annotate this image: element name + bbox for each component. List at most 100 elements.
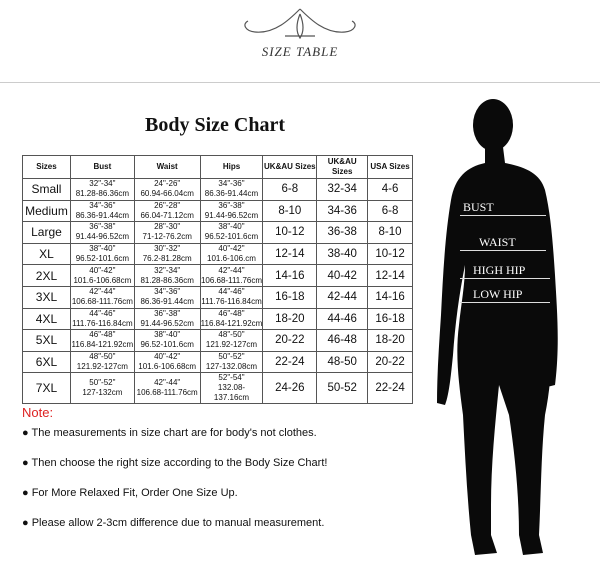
cell-text: 48-50: [327, 356, 357, 369]
cell-text: 10-12: [275, 226, 305, 239]
cell-text: 101.6-106.68cm: [138, 362, 197, 372]
cell-text: 34"-36": [154, 287, 181, 297]
table-cell: 38"-40" 96.52-101.6cm: [199, 221, 264, 244]
table-cell: 4XL: [22, 307, 71, 331]
cell-text: 91.44-96.52cm: [75, 232, 130, 242]
cell-text: 24-26: [275, 382, 305, 395]
table-cell: 44-46: [316, 307, 369, 331]
cell-text: 121.92-127cm: [205, 340, 258, 350]
table-cell: 12-14: [262, 242, 318, 266]
bust-label: BUST: [463, 200, 494, 214]
table-cell: 26"-28" 66.04-71.12cm: [133, 199, 201, 223]
cell-text: 20-22: [275, 334, 305, 347]
cell-text: 38"-40": [154, 330, 181, 340]
cell-text: 48"-50": [218, 330, 245, 340]
cell-text: 12-14: [275, 248, 305, 261]
cell-text: Small: [31, 182, 62, 197]
cell-text: 71-12-76.2cm: [142, 232, 192, 242]
table-cell: 36"-38" 91.44-96.52cm: [199, 199, 264, 223]
table-row: 4XL 44"-46" 111.76-116.84cm 36"-38" 91.44-96…: [22, 307, 413, 331]
table-cell: 40"-42" 101.6-106.cm: [199, 242, 264, 266]
cell-text: 42-44: [327, 291, 357, 304]
size-table: Sizes Bust Waist Hips UK&AU Sizes UK&AU Sizes…: [22, 155, 413, 405]
cell-text: 86.36-91.44cm: [75, 210, 130, 220]
cell-text: 3XL: [35, 290, 58, 305]
cell-text: 132.08-137.16cm: [213, 383, 250, 403]
cell-text: 96.52-101.6cm: [204, 232, 259, 242]
table-cell: 42"-44" 106.68-111.76cm: [69, 285, 135, 309]
cell-text: 116.84-121.92cm: [71, 340, 134, 350]
cell-text: 86.36-91.44cm: [204, 189, 259, 199]
cell-text: 66.04-71.12cm: [140, 210, 194, 220]
cell-text: Medium: [25, 203, 68, 218]
table-cell: 34-36: [316, 199, 369, 223]
table-cell: 16-18: [367, 307, 413, 331]
cell-text: 101.6-106.cm: [207, 254, 256, 264]
column-header: Hips: [199, 155, 264, 179]
table-cell: 3XL: [22, 285, 71, 309]
cell-text: 8-10: [278, 204, 302, 217]
table-cell: XL: [22, 242, 71, 266]
table-cell: 8-10: [262, 199, 318, 223]
waist-line: [460, 250, 546, 251]
table-cell: 36"-38" 91.44-96.52cm: [133, 307, 201, 331]
table-cell: 16-18: [262, 285, 318, 309]
cell-text: 10-12: [375, 248, 405, 261]
cell-text: 50"-52": [218, 352, 245, 362]
table-cell: 7XL: [22, 372, 71, 405]
table-cell: 2XL: [22, 264, 71, 287]
bust-line: [460, 215, 546, 216]
cell-text: 106.68-111.76cm: [71, 297, 133, 307]
cell-text: 50"-52": [89, 378, 116, 388]
table-cell: 24-26: [262, 372, 318, 405]
column-header: Waist: [133, 155, 201, 179]
silhouette-icon: [437, 99, 558, 555]
table-cell: 28"-30" 71-12-76.2cm: [133, 221, 201, 244]
table-cell: 34"-36" 86.36-91.44cm: [69, 199, 135, 223]
table-cell: 40-42: [316, 264, 369, 287]
cell-text: XL: [39, 247, 54, 262]
table-cell: 42"-44" 106.68-111.76cm: [133, 372, 201, 405]
table-cell: 50"-52" 127-132.08cm: [199, 350, 264, 374]
table-cell: 44"-46" 111.76-116.84cm: [199, 285, 264, 309]
cell-text: 91.44-96.52cm: [140, 318, 194, 328]
cell-text: 5XL: [35, 333, 58, 348]
table-cell: Medium: [22, 199, 71, 223]
cell-text: 22-24: [375, 382, 405, 395]
cell-text: 6-8: [281, 183, 299, 196]
cell-text: 36"-38": [89, 222, 116, 232]
table-row: 6XL 48"-50" 121.92-127cm 40"-42" 101.6-106.6…: [22, 350, 413, 374]
table-cell: 34"-36" 86.36-91.44cm: [199, 178, 264, 201]
cell-text: 18-20: [375, 334, 405, 347]
table-cell: 38"-40" 96.52-101.6cm: [133, 329, 201, 352]
high-hip-line: [460, 278, 550, 279]
cell-text: 121.92-127cm: [76, 362, 128, 372]
page-title: Body Size Chart: [145, 114, 285, 136]
table-row: 2XL 40"-42" 101.6-106.68cm 32"-34" 81.28-86.…: [22, 264, 413, 287]
cell-text: 111.76-116.84cm: [201, 297, 262, 307]
table-cell: 50"-52" 127-132cm: [69, 372, 135, 405]
table-cell: 46-48: [316, 329, 369, 352]
table-cell: 14-16: [367, 285, 413, 309]
table-cell: 50-52: [316, 372, 369, 405]
cell-text: 101.6-106.68cm: [73, 275, 132, 285]
cell-text: 34-36: [327, 204, 357, 217]
column-header: USA Sizes: [367, 155, 413, 179]
cell-text: 16-18: [375, 312, 405, 325]
table-cell: 18-20: [367, 329, 413, 352]
table-cell: 36-38: [316, 221, 369, 244]
cell-text: 36"-38": [154, 308, 181, 318]
cell-text: 4XL: [35, 311, 58, 326]
cell-text: 32"-34": [154, 265, 181, 275]
cell-text: 40-42: [327, 269, 357, 282]
note-item: ● Please allow 2-3cm difference due to m…: [22, 517, 325, 529]
cell-text: 38"-40": [218, 222, 245, 232]
cell-text: 6XL: [35, 355, 58, 370]
cell-text: 26"-28": [154, 200, 181, 210]
cell-text: 14-16: [375, 291, 405, 304]
divider: [0, 82, 600, 83]
table-cell: 14-16: [262, 264, 318, 287]
cell-text: 106.68-111.76cm: [136, 388, 198, 398]
cell-text: 4-6: [381, 183, 399, 196]
column-header: Sizes: [22, 155, 71, 179]
